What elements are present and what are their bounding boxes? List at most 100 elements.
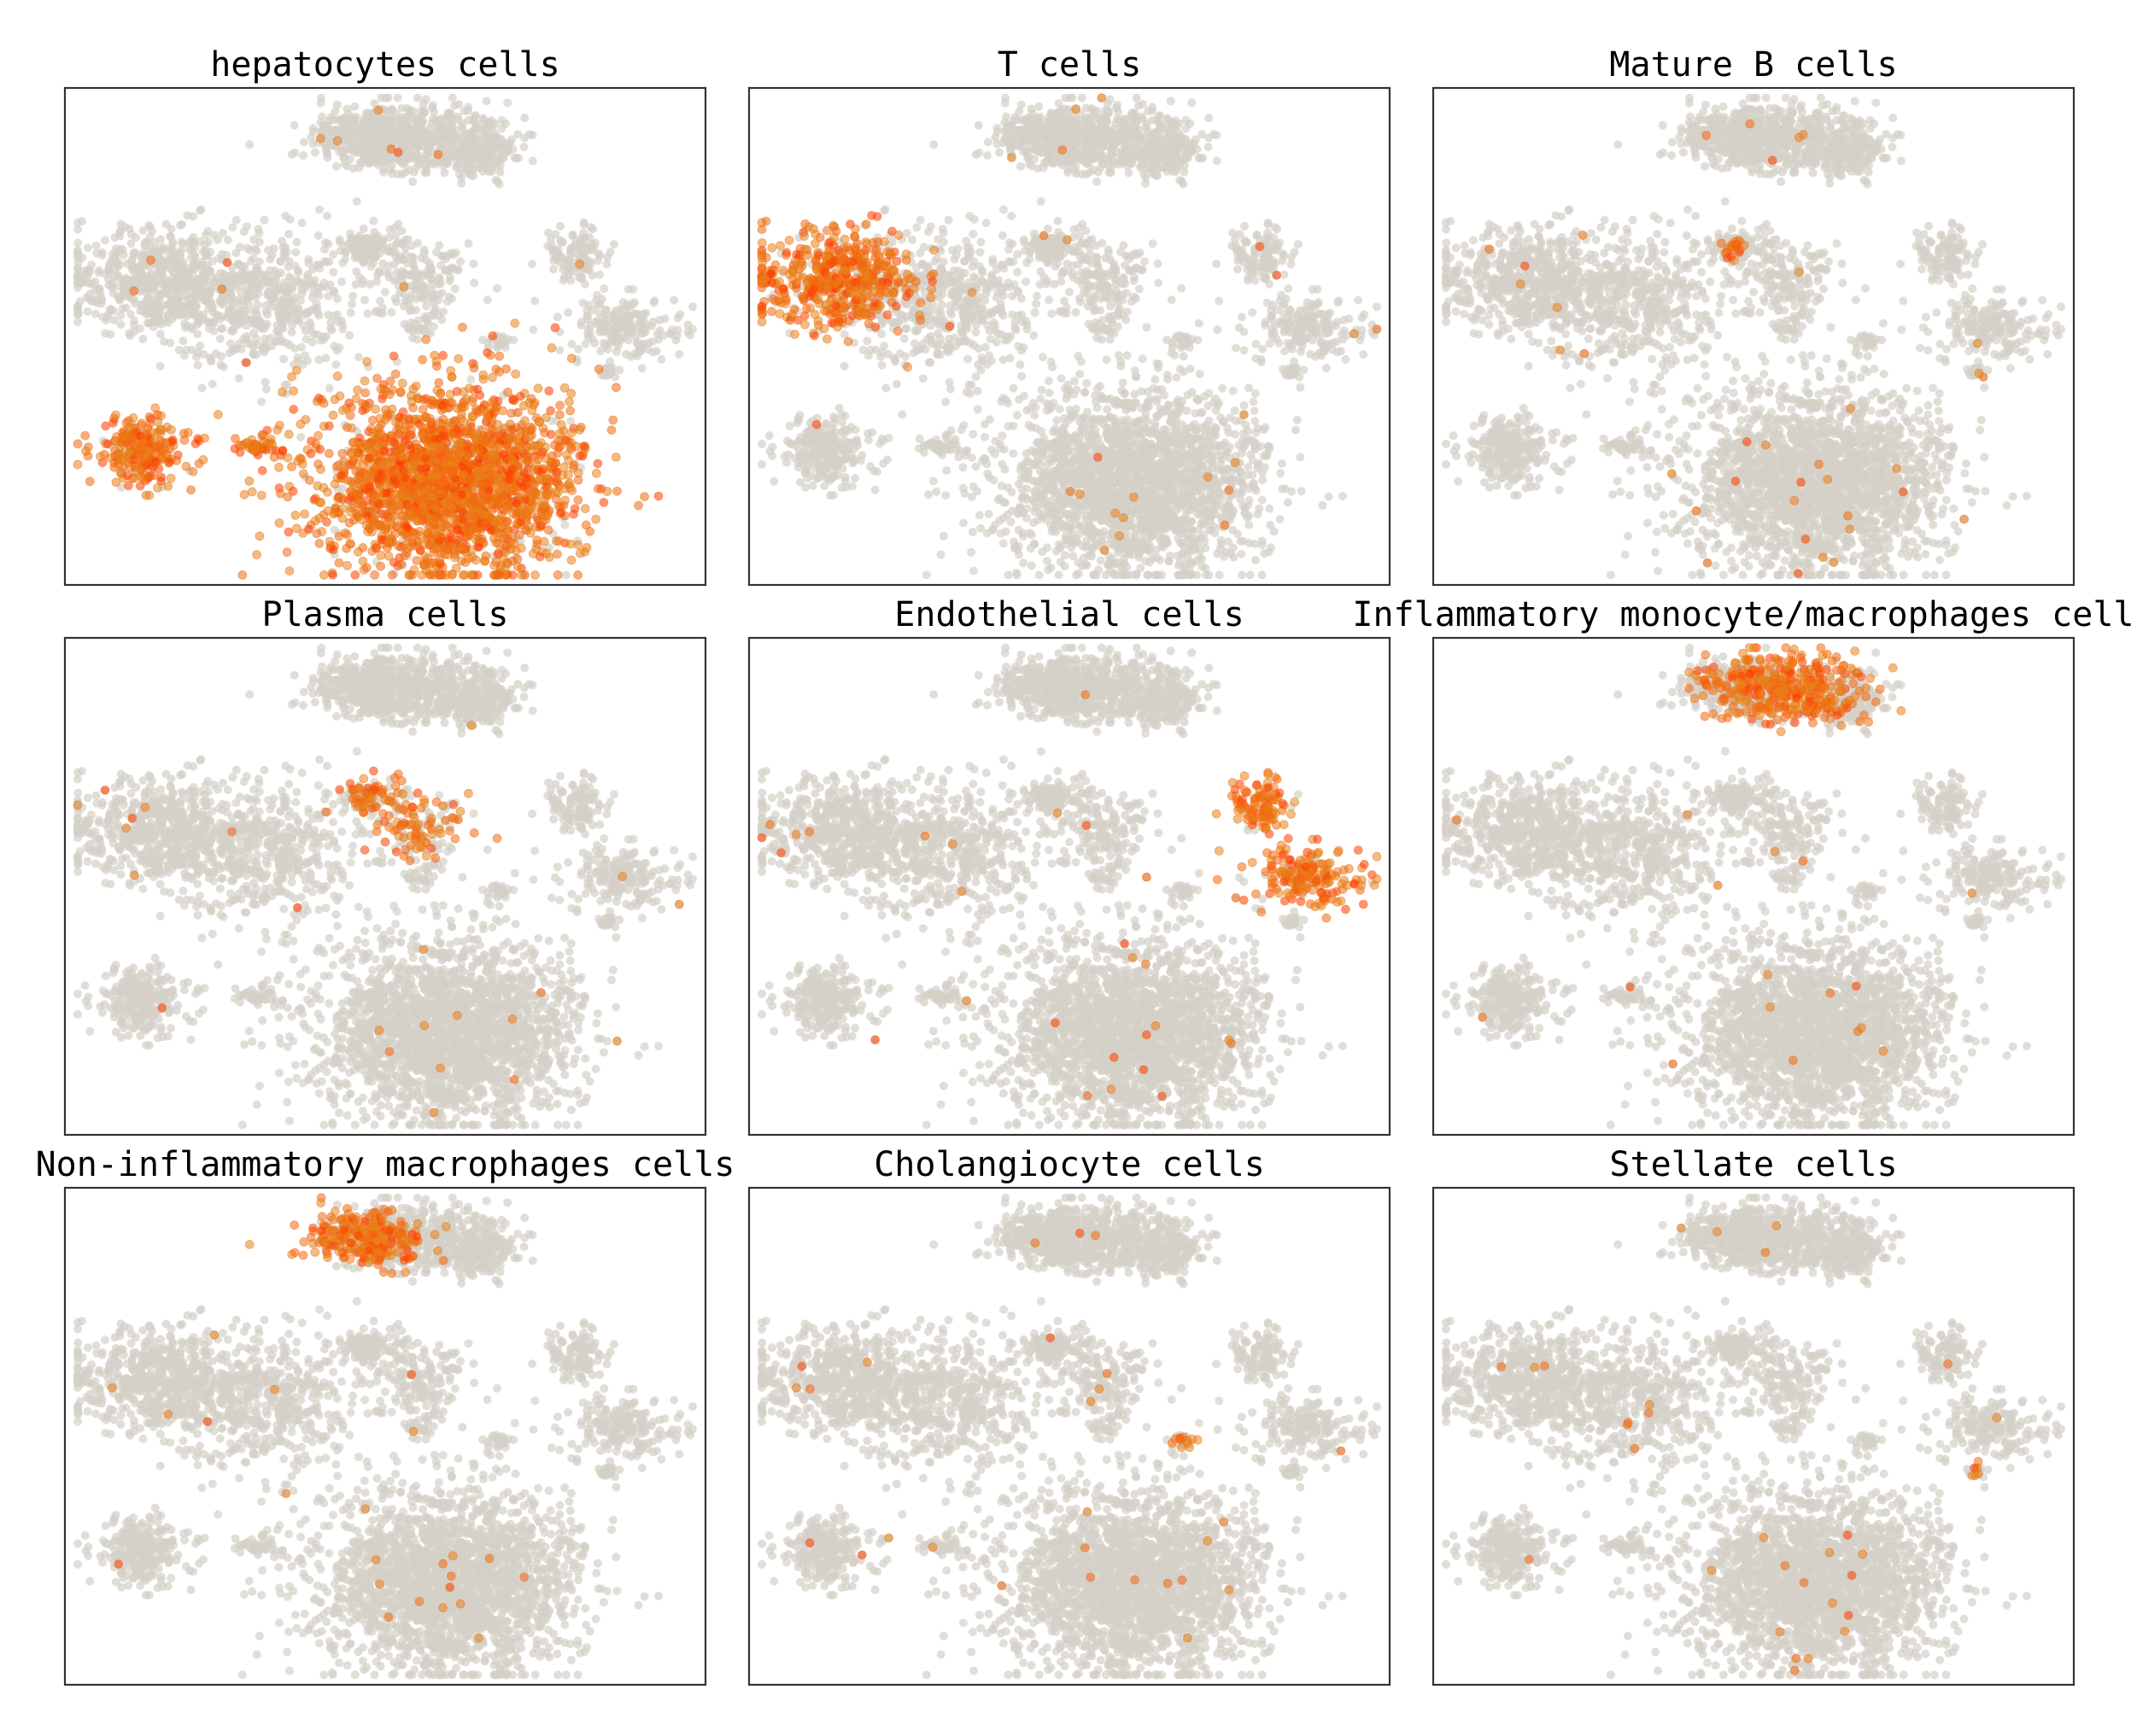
background-point xyxy=(352,144,361,154)
highlighted-point xyxy=(150,403,161,413)
background-point xyxy=(448,250,458,260)
background-point xyxy=(293,353,302,362)
background-point xyxy=(529,325,538,335)
background-point xyxy=(360,123,368,132)
background-point xyxy=(329,249,338,259)
background-point xyxy=(459,152,468,161)
background-point xyxy=(155,361,165,371)
highlighted-point xyxy=(277,387,287,397)
background-point xyxy=(101,236,109,245)
background-point xyxy=(373,157,383,167)
background-point xyxy=(399,255,408,265)
background-point xyxy=(296,432,306,441)
background-point xyxy=(73,301,82,311)
background-point xyxy=(332,100,342,109)
background-point xyxy=(213,235,222,244)
background-point xyxy=(73,248,82,257)
background-point xyxy=(85,289,94,299)
highlighted-point xyxy=(488,424,498,435)
highlighted-point xyxy=(372,373,382,383)
background-point xyxy=(216,360,225,370)
background-point xyxy=(315,205,324,214)
background-point xyxy=(138,252,147,261)
background-point xyxy=(136,324,144,333)
highlighted-point xyxy=(569,460,579,471)
background-point xyxy=(297,219,307,228)
highlighted-point xyxy=(467,396,477,406)
highlighted-point xyxy=(284,430,294,440)
highlighted-point xyxy=(459,387,469,397)
background-point xyxy=(448,93,457,102)
highlighted-point xyxy=(565,482,576,493)
highlighted-point xyxy=(513,407,523,418)
background-point xyxy=(91,277,100,286)
background-point xyxy=(249,235,259,244)
highlighted-point xyxy=(566,555,577,565)
highlighted-point xyxy=(560,495,570,506)
highlighted-point xyxy=(511,369,520,379)
highlighted-point xyxy=(458,507,468,517)
highlighted-point xyxy=(533,490,543,500)
background-point xyxy=(591,238,600,248)
highlighted-point xyxy=(403,532,413,541)
background-point xyxy=(583,246,593,255)
highlighted-point xyxy=(395,424,406,435)
highlighted-point xyxy=(141,490,151,500)
highlighted-point xyxy=(288,486,298,496)
highlighted-point xyxy=(389,351,399,361)
highlighted-point xyxy=(517,570,527,580)
highlighted-point xyxy=(445,398,455,408)
highlighted-point xyxy=(553,549,562,559)
background-point xyxy=(249,254,258,263)
background-point xyxy=(73,265,82,274)
highlighted-point xyxy=(541,442,550,453)
background-point xyxy=(495,161,505,170)
background-point xyxy=(292,237,302,247)
highlighted-point xyxy=(550,323,560,333)
background-point xyxy=(508,144,518,154)
background-point xyxy=(253,301,262,309)
highlighted-point xyxy=(534,417,544,427)
background-point xyxy=(314,355,324,365)
background-point xyxy=(370,99,379,108)
background-point xyxy=(593,290,602,300)
background-point xyxy=(163,310,173,319)
background-point xyxy=(215,334,225,343)
highlighted-point xyxy=(382,488,392,498)
highlighted-point xyxy=(274,518,284,528)
highlighted-point xyxy=(383,551,394,561)
highlighted-point xyxy=(361,563,372,573)
highlighted-point xyxy=(358,399,368,409)
background-point xyxy=(231,215,241,225)
highlighted-point xyxy=(349,515,360,525)
highlighted-point xyxy=(536,466,546,476)
highlighted-point xyxy=(198,455,208,465)
highlighted-point xyxy=(606,425,617,435)
highlighted-point xyxy=(376,383,386,394)
background-point xyxy=(104,267,114,277)
background-point xyxy=(249,278,258,288)
background-point xyxy=(302,307,311,317)
highlighted-point xyxy=(496,465,506,475)
highlighted-point xyxy=(298,469,308,479)
highlighted-point xyxy=(578,449,588,459)
background-point xyxy=(424,266,433,274)
highlighted-point xyxy=(397,378,407,389)
highlighted-point xyxy=(244,476,255,486)
background-point xyxy=(458,119,467,128)
background-point xyxy=(126,331,135,341)
highlighted-point xyxy=(269,453,279,462)
background-point xyxy=(237,288,245,297)
background-point xyxy=(466,375,476,384)
background-point xyxy=(261,384,271,394)
highlighted-point xyxy=(257,465,267,476)
highlighted-point xyxy=(296,419,306,430)
background-point xyxy=(419,248,429,258)
highlighted-point xyxy=(284,527,294,537)
highlighted-point xyxy=(370,570,380,580)
background-point xyxy=(337,119,347,128)
highlighted-point xyxy=(566,389,577,399)
highlighted-point xyxy=(565,539,576,549)
highlighted-point xyxy=(516,427,526,436)
highlighted-point xyxy=(653,491,664,501)
